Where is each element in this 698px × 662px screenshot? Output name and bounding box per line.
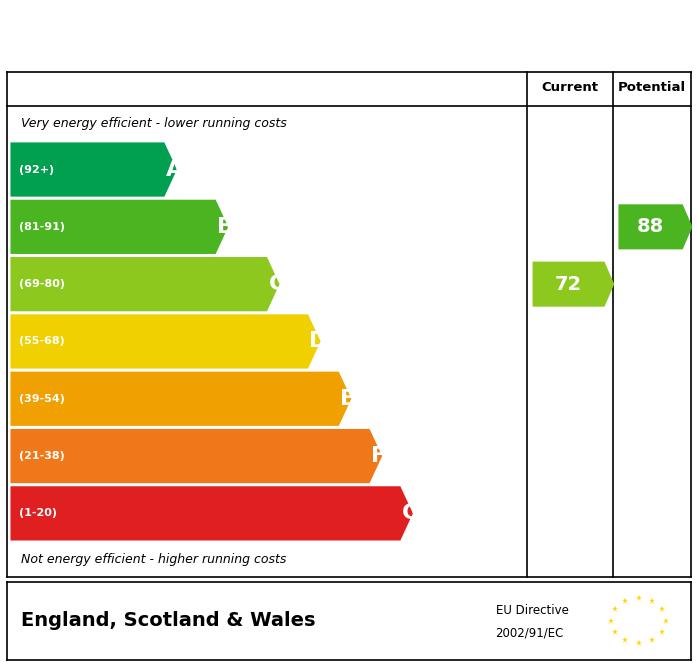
Text: Not energy efficient - higher running costs: Not energy efficient - higher running co…: [21, 553, 286, 566]
Polygon shape: [618, 205, 692, 250]
Polygon shape: [10, 487, 413, 540]
Text: EU Directive: EU Directive: [496, 604, 568, 617]
Text: (39-54): (39-54): [19, 394, 65, 404]
Text: G: G: [402, 503, 420, 524]
Text: B: B: [217, 217, 234, 237]
Polygon shape: [10, 200, 228, 254]
Text: (1-20): (1-20): [19, 508, 57, 518]
Text: E: E: [340, 389, 355, 408]
Text: (55-68): (55-68): [19, 336, 65, 346]
Text: A: A: [166, 160, 183, 179]
Text: (81-91): (81-91): [19, 222, 65, 232]
Polygon shape: [10, 257, 279, 311]
Text: 72: 72: [555, 275, 582, 294]
Text: England, Scotland & Wales: England, Scotland & Wales: [21, 611, 315, 630]
Text: (92+): (92+): [19, 165, 54, 175]
Text: Energy Efficiency Rating: Energy Efficiency Rating: [14, 21, 397, 49]
Polygon shape: [10, 429, 383, 483]
Text: 88: 88: [637, 217, 664, 236]
Text: D: D: [309, 332, 328, 352]
Polygon shape: [533, 261, 614, 307]
Polygon shape: [10, 371, 351, 426]
Text: Potential: Potential: [618, 81, 686, 95]
Text: (21-38): (21-38): [19, 451, 65, 461]
Text: Current: Current: [542, 81, 598, 95]
Text: (69-80): (69-80): [19, 279, 65, 289]
Polygon shape: [10, 142, 177, 197]
Text: Very energy efficient - lower running costs: Very energy efficient - lower running co…: [21, 117, 287, 130]
Polygon shape: [10, 314, 320, 369]
Text: 2002/91/EC: 2002/91/EC: [496, 626, 564, 639]
Text: C: C: [268, 274, 285, 294]
Text: F: F: [371, 446, 386, 466]
